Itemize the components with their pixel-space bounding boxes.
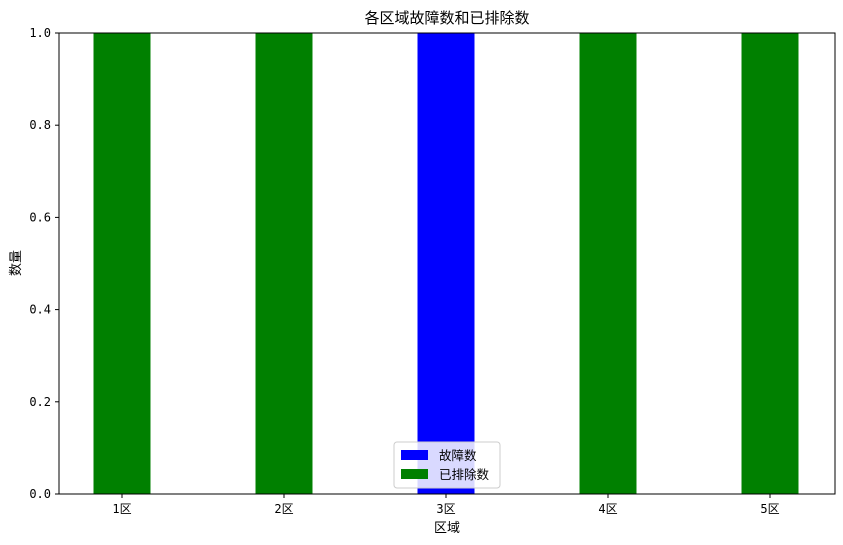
x-tick-label: 5区: [760, 502, 779, 516]
y-tick-label: 0.6: [29, 210, 51, 224]
x-tick-label: 2区: [274, 502, 293, 516]
chart-title: 各区域故障数和已排除数: [364, 9, 529, 27]
x-tick-label: 1区: [112, 502, 131, 516]
y-axis: 0.0 0.2 0.4 0.6 0.8 1.0: [29, 26, 59, 501]
x-axis-title: 区域: [434, 521, 460, 536]
x-axis: 1区 2区 3区 4区 5区: [112, 494, 780, 516]
legend-swatch-2: [401, 469, 428, 479]
y-tick-label: 1.0: [29, 26, 51, 40]
bar-series1-3: [417, 33, 475, 494]
bar-series2-1: [93, 33, 151, 494]
plot-frame: [58, 32, 836, 495]
bar-series2-2: [255, 33, 313, 494]
y-tick-label: 0.0: [29, 487, 51, 501]
legend-swatch-1: [401, 450, 428, 460]
legend-label-1: 故障数: [439, 448, 477, 463]
x-tick-label: 3区: [436, 502, 455, 516]
y-tick-label: 0.4: [29, 303, 51, 317]
y-tick-label: 0.8: [29, 118, 51, 132]
bar-series2-5: [741, 33, 799, 494]
y-tick-label: 0.2: [29, 395, 51, 409]
y-axis-title: 数量: [9, 250, 24, 276]
bars-group: [93, 33, 799, 494]
bar-series2-4: [579, 33, 637, 494]
x-tick-label: 4区: [598, 502, 617, 516]
legend-label-2: 已排除数: [439, 467, 490, 482]
